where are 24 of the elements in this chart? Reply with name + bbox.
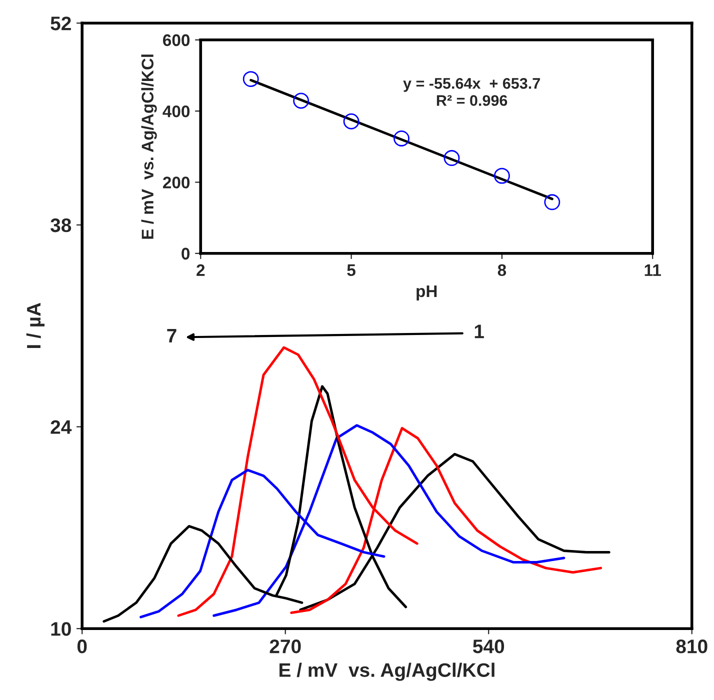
y-tick-label: 0 bbox=[182, 248, 190, 260]
x-tick-label: 11 bbox=[644, 264, 661, 276]
y-axis-title: E / mV vs. Ag/AgCl/KCl bbox=[141, 54, 157, 239]
annotation: y = -55.64x + 653.7 bbox=[403, 78, 540, 92]
y-tick-label: 24 bbox=[50, 420, 72, 434]
y-tick-label: 38 bbox=[50, 218, 72, 232]
y-tick-label: 200 bbox=[162, 176, 190, 188]
x-tick-label: 0 bbox=[77, 640, 87, 654]
y-tick-label: 400 bbox=[162, 105, 190, 118]
x-tick-label: 8 bbox=[498, 264, 506, 276]
annotation: 7 bbox=[167, 329, 176, 342]
x-tick-label: 810 bbox=[676, 640, 708, 654]
x-axis-title: E / mV vs. Ag/AgCl/KCl bbox=[280, 662, 494, 681]
annotation: 1 bbox=[474, 324, 484, 338]
x-axis-title: pH bbox=[416, 286, 437, 300]
y-axis-title: I / µA bbox=[26, 302, 45, 348]
y-tick-label: 52 bbox=[50, 16, 71, 30]
x-tick-label: 5 bbox=[347, 264, 356, 276]
x-tick-label: 2 bbox=[196, 264, 205, 276]
y-tick-label: 600 bbox=[163, 34, 190, 46]
x-tick-label: 270 bbox=[270, 640, 301, 654]
x-tick-label: 540 bbox=[472, 640, 504, 654]
y-tick-label: 10 bbox=[51, 622, 71, 636]
annotation: R² = 0.996 bbox=[436, 95, 508, 106]
